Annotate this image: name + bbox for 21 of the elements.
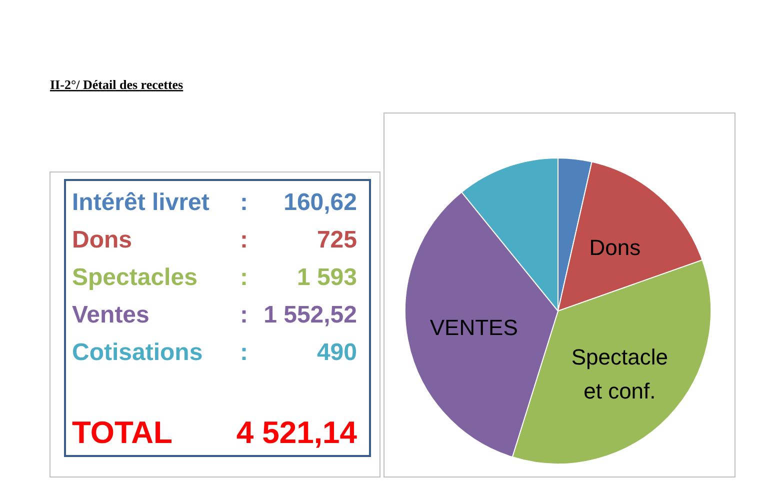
text: :: [240, 189, 248, 216]
data-label: 160,62: [284, 189, 357, 216]
category-label: Dons: [72, 226, 132, 254]
slice-label: Spectacle et conf.: [571, 344, 668, 404]
data-label: 1 552,52: [264, 302, 357, 328]
slice-label: Dons: [589, 234, 641, 260]
slice-label: VENTES: [430, 315, 518, 340]
category-label: Spectacles: [72, 264, 198, 291]
category-label: Cotisations: [72, 339, 203, 366]
data-label: 4 521,14: [236, 415, 358, 450]
text: :: [240, 226, 248, 254]
data-label: 1 593: [296, 264, 357, 291]
category-label: Intérêt livret: [72, 189, 210, 216]
data-label: 490: [316, 339, 357, 366]
text: :: [240, 339, 248, 366]
category-label: Ventes: [72, 302, 150, 328]
text: :: [240, 302, 248, 328]
category-label: TOTAL: [72, 415, 172, 450]
text: :: [240, 264, 248, 291]
data-label: 725: [316, 226, 357, 254]
text: II-2°/ Détail des recettes: [50, 77, 184, 92]
